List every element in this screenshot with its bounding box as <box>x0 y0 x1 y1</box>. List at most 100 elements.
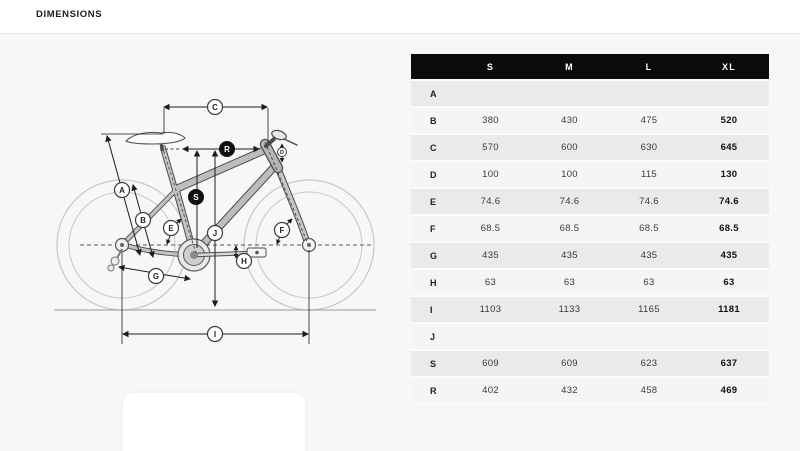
marker-f-label: F <box>280 226 285 235</box>
size-header-m: M <box>530 54 609 81</box>
cell: 74.6 <box>530 189 609 216</box>
cell: 637 <box>689 351 769 378</box>
cell: 520 <box>689 108 769 135</box>
table-row-e: E 74.6 74.6 74.6 74.6 <box>411 189 769 216</box>
cell: 432 <box>530 378 609 405</box>
cell: 458 <box>609 378 689 405</box>
table-row-h: H 63 63 63 63 <box>411 270 769 297</box>
marker-r: R <box>219 141 235 157</box>
cell: 68.5 <box>451 216 530 243</box>
cell: 63 <box>530 270 609 297</box>
cell: 402 <box>451 378 530 405</box>
row-label: F <box>411 216 451 243</box>
cell <box>530 81 609 108</box>
marker-c-label: C <box>212 103 218 112</box>
cell: 623 <box>609 351 689 378</box>
table-row-g: G 435 435 435 435 <box>411 243 769 270</box>
row-label: G <box>411 243 451 270</box>
cell: 63 <box>451 270 530 297</box>
cell: 74.6 <box>609 189 689 216</box>
row-label: C <box>411 135 451 162</box>
marker-j-label: J <box>213 229 217 238</box>
cell: 630 <box>609 135 689 162</box>
front-hub <box>301 237 317 253</box>
marker-g: G <box>147 267 165 285</box>
cell: 1133 <box>530 297 609 324</box>
table-row-b: B 380 430 475 520 <box>411 108 769 135</box>
cell: 1165 <box>609 297 689 324</box>
cell: 609 <box>451 351 530 378</box>
table-row-j: J <box>411 324 769 351</box>
cell: 430 <box>530 108 609 135</box>
cell: 63 <box>689 270 769 297</box>
cell: 435 <box>609 243 689 270</box>
section-header-bar: DIMENSIONS <box>0 0 800 34</box>
row-label: D <box>411 162 451 189</box>
table-row-f: F 68.5 68.5 68.5 68.5 <box>411 216 769 243</box>
marker-s: S <box>188 189 204 205</box>
marker-a-label: A <box>119 186 125 195</box>
marker-f: F <box>273 221 291 239</box>
dimensions-table: S M L XL A B 380 430 475 520 C <box>411 54 769 405</box>
cell: 469 <box>689 378 769 405</box>
cell: 74.6 <box>451 189 530 216</box>
marker-a: A <box>113 181 131 199</box>
marker-g-label: G <box>153 272 159 281</box>
cell: 645 <box>689 135 769 162</box>
dimensions-table-wrap: S M L XL A B 380 430 475 520 C <box>411 54 769 405</box>
row-label: R <box>411 378 451 405</box>
marker-r-label: R <box>224 145 230 154</box>
handlebar <box>264 129 298 148</box>
row-label: J <box>411 324 451 351</box>
marker-e: E <box>162 219 180 237</box>
saddle <box>125 131 186 152</box>
table-row-d: D 100 100 115 130 <box>411 162 769 189</box>
cell: 63 <box>609 270 689 297</box>
cell <box>451 81 530 108</box>
cell: 435 <box>689 243 769 270</box>
marker-b-label: B <box>140 216 146 225</box>
marker-j: J <box>206 224 224 242</box>
corner-cell <box>411 54 451 81</box>
rear-derailleur <box>107 248 123 272</box>
cell: 68.5 <box>609 216 689 243</box>
marker-e-label: E <box>168 224 174 233</box>
marker-h: H <box>235 252 253 270</box>
marker-s-label: S <box>193 193 199 202</box>
cell: 380 <box>451 108 530 135</box>
cell: 1103 <box>451 297 530 324</box>
cell <box>609 324 689 351</box>
crankset <box>177 238 267 272</box>
cell <box>689 324 769 351</box>
row-label: H <box>411 270 451 297</box>
cell <box>451 324 530 351</box>
size-header-xl: XL <box>689 54 769 81</box>
marker-c: C <box>206 98 224 116</box>
cell: 570 <box>451 135 530 162</box>
page-title: DIMENSIONS <box>36 9 103 20</box>
cell: 100 <box>451 162 530 189</box>
table-row-c: C 570 600 630 645 <box>411 135 769 162</box>
marker-h-label: H <box>241 257 247 266</box>
cell <box>689 81 769 108</box>
cell: 600 <box>530 135 609 162</box>
table-row-i: I 1103 1133 1165 1181 <box>411 297 769 324</box>
cell <box>609 81 689 108</box>
cell: 1181 <box>689 297 769 324</box>
cell: 74.6 <box>689 189 769 216</box>
marker-d-label: D <box>280 150 284 156</box>
cell: 435 <box>451 243 530 270</box>
partial-popup-card <box>123 393 305 451</box>
row-label: E <box>411 189 451 216</box>
row-label: I <box>411 297 451 324</box>
cell: 609 <box>530 351 609 378</box>
cell: 130 <box>689 162 769 189</box>
size-header-l: L <box>609 54 689 81</box>
table-row-a: A <box>411 81 769 108</box>
marker-b: B <box>134 211 152 229</box>
marker-i: I <box>206 325 224 343</box>
row-label: B <box>411 108 451 135</box>
cell: 115 <box>609 162 689 189</box>
bike-geometry-diagram: C A B E F G H J <box>54 98 376 344</box>
cell <box>530 324 609 351</box>
